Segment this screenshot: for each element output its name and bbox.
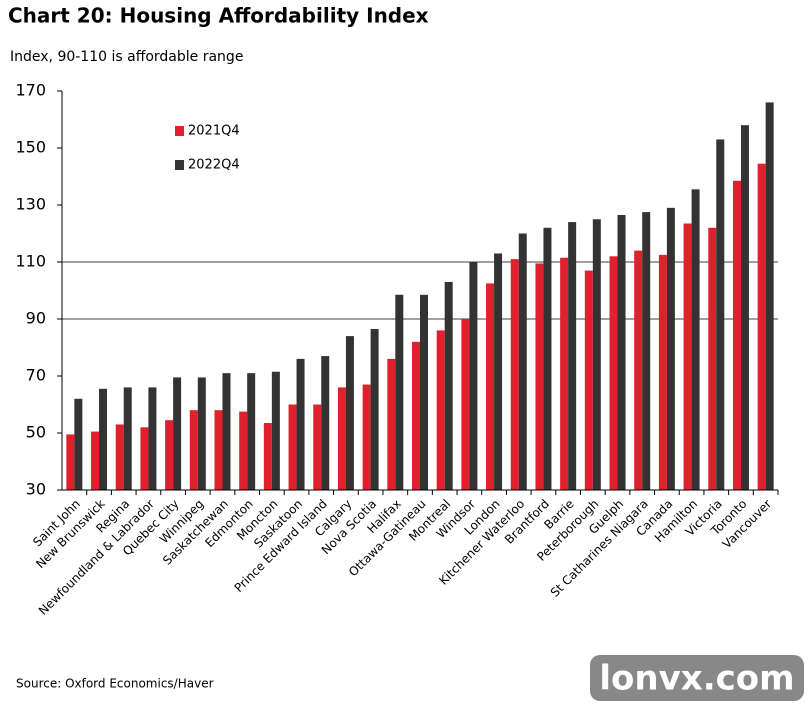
bar (263, 423, 272, 490)
chart-title: Chart 20: Housing Affordability Index (8, 4, 429, 28)
bar (691, 189, 700, 490)
legend-label: 2022Q4 (188, 158, 240, 173)
bar (757, 163, 766, 491)
bar (494, 253, 503, 490)
bar (239, 411, 248, 490)
bar (74, 398, 83, 490)
bar (642, 212, 651, 490)
bar (609, 256, 618, 490)
chart-subtitle: Index, 90-110 is affordable range (10, 49, 243, 65)
y-tick-label: 70 (26, 366, 46, 385)
bar (370, 328, 379, 490)
legend-swatch (175, 160, 184, 170)
y-tick-label: 90 (26, 309, 46, 328)
bar (362, 384, 371, 490)
bar (395, 294, 404, 490)
bar (66, 434, 75, 490)
bar (436, 330, 445, 490)
bar (486, 283, 495, 490)
bar (123, 387, 132, 490)
bar (173, 377, 182, 490)
legend-swatch (175, 126, 184, 136)
bar (510, 259, 519, 490)
bar (617, 214, 626, 490)
y-tick-label: 130 (15, 195, 46, 214)
bar (461, 319, 470, 490)
bar (658, 254, 667, 490)
bar (214, 410, 223, 490)
bar (568, 222, 577, 490)
bar (222, 373, 231, 490)
source-note: Source: Oxford Economics/Haver (16, 677, 214, 691)
bar (271, 371, 280, 490)
bar (560, 257, 569, 490)
watermark: lonvx.com (599, 659, 794, 699)
y-tick-label: 170 (15, 81, 46, 100)
bar (518, 233, 527, 490)
bar (148, 387, 157, 490)
bar (165, 420, 174, 490)
bar (716, 139, 725, 490)
bar (296, 358, 305, 490)
bar (91, 431, 100, 490)
bar (584, 270, 593, 490)
bar (708, 227, 717, 491)
bar (140, 427, 149, 490)
bar (634, 250, 643, 490)
y-tick-label: 50 (26, 423, 46, 442)
bar (321, 356, 330, 490)
bar (189, 410, 198, 490)
bar (666, 207, 675, 490)
bar (469, 262, 478, 490)
bar (543, 227, 552, 491)
bar (115, 424, 124, 490)
bar (420, 294, 428, 490)
watermark-box (590, 655, 804, 701)
bar (592, 219, 601, 490)
y-tick-label: 30 (26, 480, 46, 499)
bar (732, 180, 741, 490)
bar (740, 125, 749, 490)
bar (535, 263, 544, 490)
bar (412, 341, 420, 490)
bar (247, 373, 256, 490)
bar (288, 404, 297, 490)
legend-label: 2021Q4 (188, 124, 240, 139)
bar (345, 336, 354, 490)
y-tick-label: 110 (15, 252, 46, 271)
bar (444, 281, 453, 490)
bar (683, 223, 692, 490)
bar (337, 387, 346, 490)
bar (313, 404, 322, 490)
bar (387, 358, 396, 490)
y-tick-label: 150 (15, 138, 46, 157)
bar (765, 102, 774, 491)
bar (99, 388, 108, 490)
bar (197, 377, 206, 490)
